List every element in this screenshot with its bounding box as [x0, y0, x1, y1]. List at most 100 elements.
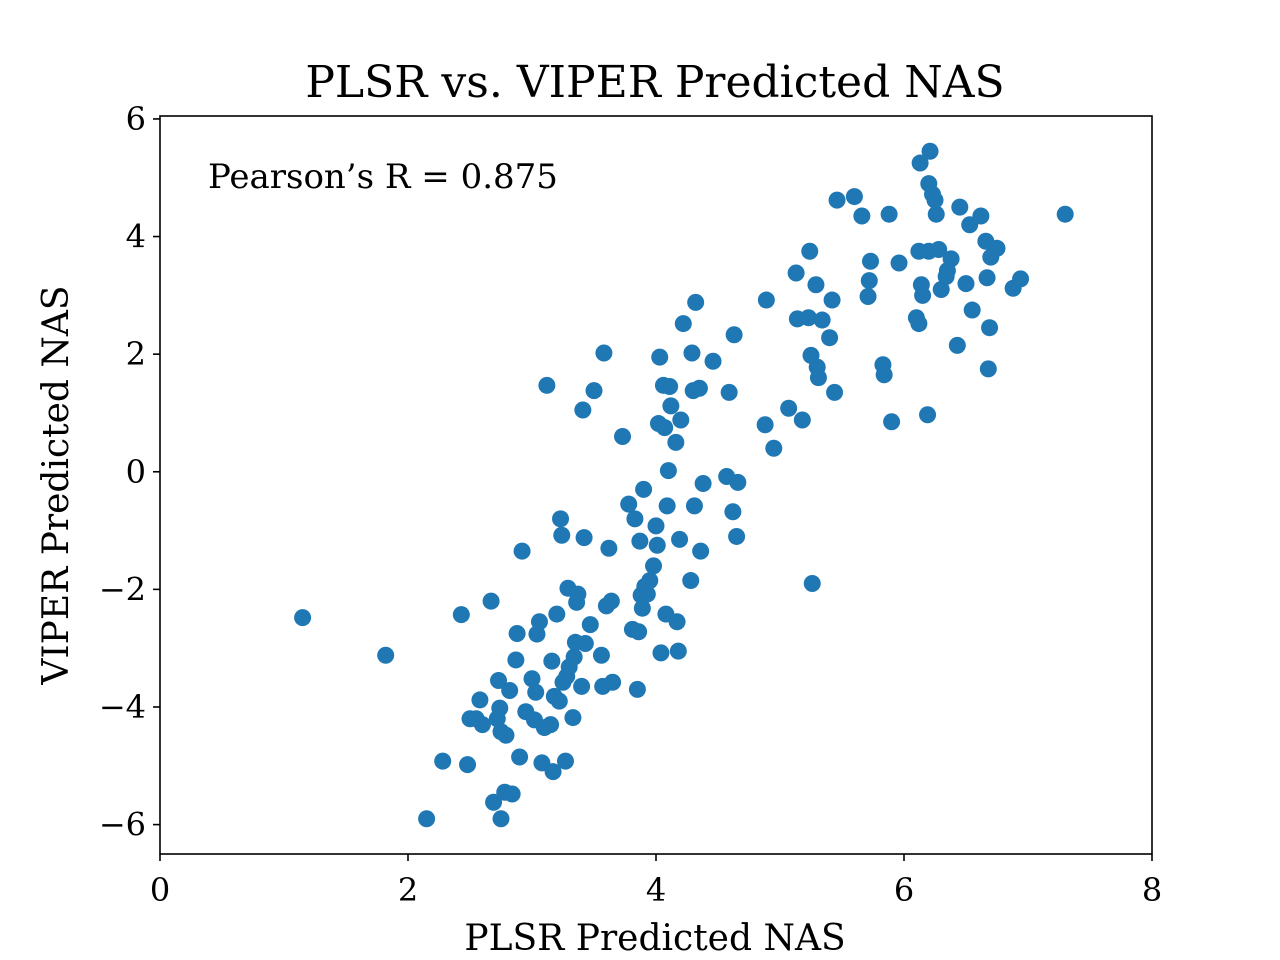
scatter-point	[473, 716, 491, 734]
y-tick-label: 0	[126, 453, 146, 491]
x-tick-label: 0	[150, 871, 170, 909]
scatter-point	[602, 592, 620, 610]
scatter-point	[485, 793, 503, 811]
scatter-point	[813, 311, 831, 329]
scatter-point	[538, 376, 556, 394]
scatter-point	[725, 326, 743, 344]
scatter-point	[756, 416, 774, 434]
scatter-point	[793, 411, 811, 429]
scatter-point	[491, 699, 509, 717]
scatter-point	[508, 624, 526, 642]
scatter-point	[972, 207, 990, 225]
x-tick-label: 6	[894, 871, 914, 909]
scatter-point	[942, 250, 960, 268]
y-axis-label: VIPER Predicted NAS	[36, 285, 77, 685]
x-tick-label: 4	[646, 871, 666, 909]
scatter-point	[482, 592, 500, 610]
x-tick-label: 2	[398, 871, 418, 909]
scatter-point	[860, 272, 878, 290]
scatter-point	[826, 383, 844, 401]
scatter-point	[685, 497, 703, 515]
scatter-point	[501, 682, 519, 700]
scatter-point	[981, 319, 999, 337]
scatter-point	[434, 752, 452, 770]
y-tick-label: −6	[99, 806, 146, 844]
scatter-point	[600, 539, 618, 557]
scatter-point	[853, 207, 871, 225]
scatter-point	[957, 275, 975, 293]
scatter-point	[620, 495, 638, 513]
scatter-point	[530, 613, 548, 631]
scatter-point	[821, 329, 839, 347]
scatter-point	[523, 670, 541, 688]
scatter-point	[963, 301, 981, 319]
scatter-point	[630, 623, 648, 641]
scatter-point	[452, 606, 470, 624]
y-tick-label: −2	[99, 570, 146, 608]
scatter-point	[729, 473, 747, 491]
scatter-point	[692, 542, 710, 560]
axis-ticks: 0 2 4 6 8 −6 −4 −2 0 2 4 6	[99, 100, 1162, 909]
scatter-point	[694, 475, 712, 493]
scatter-point	[635, 480, 653, 498]
scatter-point	[668, 613, 686, 631]
scatter-point	[724, 503, 742, 521]
scatter-point	[930, 240, 948, 258]
scatter-point	[647, 517, 665, 535]
scatter-point	[418, 810, 436, 828]
scatter-point	[548, 605, 566, 623]
pearson-annotation: Pearson’s R = 0.875	[208, 157, 558, 197]
scatter-point	[294, 609, 312, 627]
scatter-point	[614, 427, 632, 445]
scatter-point	[507, 651, 525, 669]
scatter-point	[513, 542, 531, 560]
scatter-point	[574, 401, 592, 419]
scatter-point	[687, 293, 705, 311]
scatter-point	[951, 198, 969, 216]
scatter-point	[641, 572, 659, 590]
scatter-point	[978, 269, 996, 287]
scatter-point	[780, 399, 798, 417]
scatter-point	[919, 406, 937, 424]
scatter-point	[720, 383, 738, 401]
scatter-point	[927, 205, 945, 223]
scatter-point	[576, 634, 594, 652]
scatter-point	[809, 369, 827, 387]
scatter-point	[492, 810, 510, 828]
scatter-point	[683, 344, 701, 362]
y-tick-label: 2	[126, 335, 146, 373]
scatter-point	[585, 382, 603, 400]
scatter-point	[911, 154, 929, 172]
scatter-point	[921, 142, 939, 160]
scatter-point	[807, 276, 825, 294]
scatter-point	[661, 378, 679, 396]
scatter-point	[575, 529, 593, 547]
scatter-point	[800, 309, 818, 327]
scatter-point	[527, 683, 545, 701]
scatter-point	[543, 652, 561, 670]
scatter-point	[671, 530, 689, 548]
scatter-point	[682, 572, 700, 590]
scatter-point	[880, 205, 898, 223]
scatter-point	[988, 239, 1006, 257]
scatter-point	[595, 344, 613, 362]
scatter-point	[626, 510, 644, 528]
scatter-point	[638, 585, 656, 603]
x-axis-label: PLSR Predicted NAS	[464, 918, 845, 959]
scatter-point	[862, 252, 880, 270]
scatter-point	[631, 532, 649, 550]
chart-title: PLSR vs. VIPER Predicted NAS	[305, 57, 1004, 108]
scatter-point	[651, 348, 669, 366]
scatter-point	[823, 291, 841, 309]
scatter-point	[910, 315, 928, 333]
scatter-point	[556, 752, 574, 770]
scatter-point	[1012, 270, 1030, 288]
scatter-point	[569, 585, 587, 603]
scatter-point	[690, 379, 708, 397]
scatter-point	[672, 411, 690, 429]
scatter-point	[497, 726, 515, 744]
scatter-point	[875, 366, 893, 384]
scatter-point	[633, 599, 651, 617]
scatter-point	[645, 557, 663, 575]
